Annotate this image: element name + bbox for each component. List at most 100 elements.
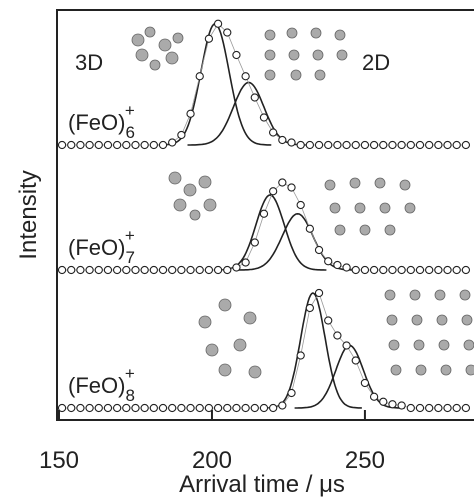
data-point: [379, 397, 388, 406]
data-point: [461, 140, 471, 150]
label-base: (FeO): [68, 235, 125, 260]
data-point: [351, 140, 360, 150]
data-point: [397, 140, 406, 150]
data-point: [232, 403, 241, 413]
data-point: [57, 403, 67, 413]
data-point: [379, 265, 388, 275]
data-point: [223, 265, 232, 275]
data-point: [149, 403, 158, 413]
data-point: [425, 265, 434, 275]
data-point: [168, 265, 177, 275]
data-point: [76, 265, 85, 275]
data-point: [425, 140, 434, 150]
data-point: [278, 401, 287, 410]
data-point: [314, 288, 324, 298]
data-point: [351, 265, 360, 275]
data-point: [278, 135, 287, 145]
data-point: [103, 265, 113, 275]
data-point: [195, 265, 204, 275]
data-point: [452, 140, 461, 150]
data-point: [259, 403, 269, 413]
data-point: [158, 265, 168, 275]
data-point: [67, 403, 76, 413]
data-point: [360, 265, 370, 275]
x-tick-label: 150: [39, 447, 79, 474]
x-tick-label: 250: [345, 447, 385, 474]
data-point: [314, 245, 324, 255]
data-point: [112, 265, 122, 275]
label-sub: 6: [125, 123, 134, 142]
annotation: 3D: [75, 50, 103, 75]
data-point: [324, 257, 333, 266]
data-point: [213, 19, 223, 28]
data-point: [333, 331, 342, 340]
fit-curve: [187, 81, 310, 146]
panel-label: (FeO)7 +: [68, 226, 135, 267]
data-point: [351, 356, 360, 365]
data-point: [379, 140, 388, 150]
data-point: [122, 140, 131, 150]
data-point: [443, 140, 452, 150]
label-base: (FeO): [68, 110, 125, 135]
data-point: [131, 140, 140, 150]
plot-frame: [56, 9, 474, 421]
label-base: (FeO): [68, 373, 125, 398]
data-point: [287, 138, 296, 147]
data-point: [213, 265, 223, 275]
label-sup: +: [125, 364, 135, 383]
data-point: [112, 140, 122, 150]
data-point: [223, 403, 232, 413]
data-point: [94, 403, 103, 413]
data-point: [305, 303, 315, 313]
data-point: [85, 140, 94, 150]
x-tick-label: 200: [192, 447, 232, 474]
data-point: [177, 403, 186, 413]
data-point: [342, 263, 351, 272]
data-point: [415, 140, 425, 150]
data-point: [278, 178, 287, 187]
data-point: [204, 403, 214, 413]
data-point: [131, 265, 140, 275]
data-point: [388, 265, 397, 275]
data-point: [177, 265, 186, 275]
data-point: [369, 265, 379, 275]
data-point: [268, 128, 278, 137]
data-point: [452, 265, 461, 275]
data-point: [204, 34, 214, 43]
data-point: [67, 140, 76, 150]
annotation: 2D: [362, 50, 390, 75]
label-sub: 8: [125, 386, 134, 405]
data-point: [195, 403, 204, 413]
data-point: [342, 341, 351, 350]
data-point: [103, 403, 113, 413]
label-sub: 7: [125, 248, 134, 267]
data-point: [168, 138, 177, 147]
data-point: [434, 403, 443, 413]
data-point: [186, 109, 195, 118]
fit-curve: [294, 344, 405, 409]
data-point: [296, 140, 305, 150]
data-point: [158, 403, 168, 413]
data-point: [94, 140, 103, 150]
data-point: [213, 403, 223, 413]
data-point: [158, 140, 168, 150]
data-point: [443, 403, 452, 413]
data-point: [333, 140, 342, 150]
x-axis-label: Arrival time / μs: [179, 471, 345, 498]
label-sup: +: [125, 101, 135, 120]
data-point: [94, 265, 103, 275]
data-point: [397, 265, 406, 275]
data-point: [250, 238, 259, 247]
data-point: [76, 140, 85, 150]
data-point: [140, 140, 149, 150]
data-point: [406, 403, 415, 413]
data-point: [333, 260, 342, 270]
data-point: [122, 265, 131, 275]
panel-label: (FeO)6 +: [68, 101, 135, 142]
data-point: [250, 93, 259, 102]
data-point: [425, 403, 434, 413]
data-point: [186, 403, 195, 413]
data-point: [241, 72, 250, 81]
data-point: [57, 140, 67, 150]
